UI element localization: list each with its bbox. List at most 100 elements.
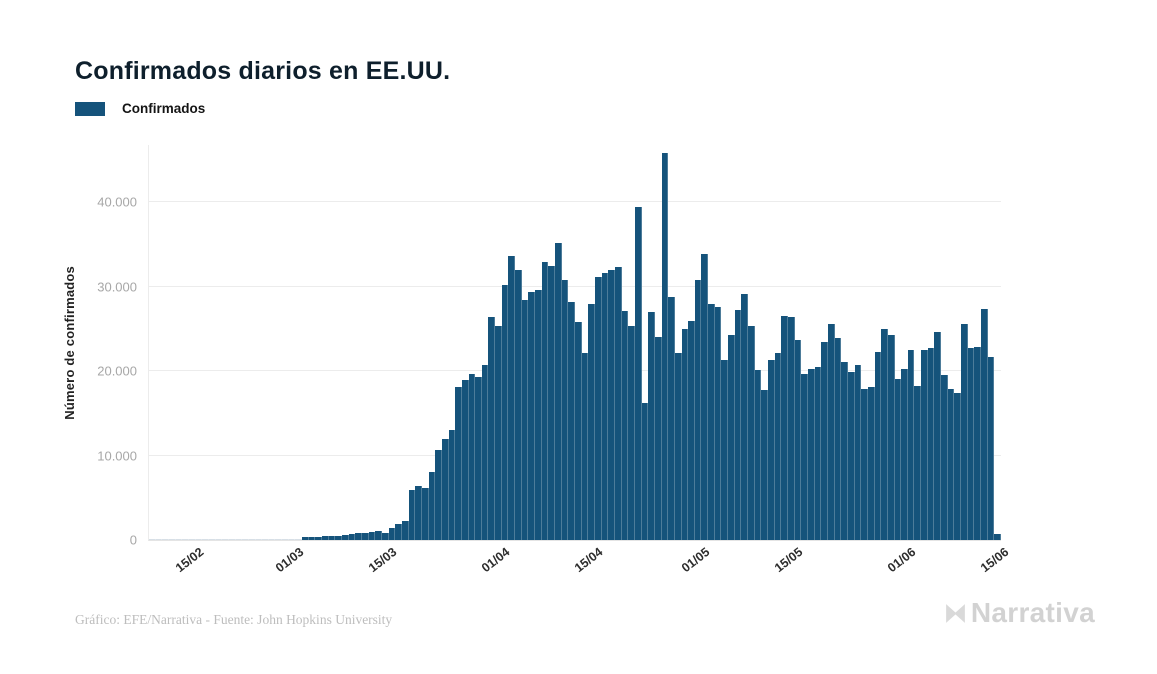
bar[interactable] [222, 539, 229, 540]
bar[interactable] [801, 373, 808, 540]
bar[interactable] [235, 539, 243, 540]
bar[interactable] [182, 539, 189, 540]
bar[interactable] [721, 360, 729, 540]
bar[interactable] [295, 539, 303, 540]
bar[interactable] [581, 352, 589, 540]
bar[interactable] [708, 303, 715, 540]
bar[interactable] [375, 530, 382, 540]
bar[interactable] [967, 348, 975, 540]
bar[interactable] [947, 388, 955, 540]
bar[interactable] [768, 360, 775, 540]
bar[interactable] [381, 532, 389, 540]
bar[interactable] [228, 539, 236, 540]
bar[interactable] [421, 487, 429, 540]
bar[interactable] [455, 387, 462, 540]
bar[interactable] [175, 539, 183, 540]
bar[interactable] [568, 302, 575, 540]
bar[interactable] [734, 310, 742, 540]
bar[interactable] [162, 539, 169, 540]
bar[interactable] [468, 373, 476, 540]
bar[interactable] [701, 253, 709, 540]
bar[interactable] [368, 531, 376, 540]
bar[interactable] [435, 450, 442, 540]
bar[interactable] [827, 323, 835, 540]
bar[interactable] [674, 353, 682, 540]
bar[interactable] [847, 372, 855, 540]
bar[interactable] [874, 351, 882, 540]
bar[interactable] [501, 285, 509, 540]
bar[interactable] [561, 280, 569, 540]
bar[interactable] [328, 535, 336, 540]
bar[interactable] [388, 528, 396, 540]
bar[interactable] [881, 329, 888, 540]
bar[interactable] [781, 315, 788, 540]
bar[interactable] [215, 539, 223, 540]
bar[interactable] [907, 350, 915, 540]
bar[interactable] [322, 536, 329, 540]
bar[interactable] [854, 365, 862, 540]
bar[interactable] [395, 523, 402, 540]
bar[interactable] [694, 280, 702, 540]
bar[interactable] [528, 291, 536, 540]
bar[interactable] [981, 308, 988, 540]
bar[interactable] [155, 539, 163, 540]
bar[interactable] [774, 353, 782, 540]
bar[interactable] [941, 375, 948, 540]
bar[interactable] [408, 490, 416, 540]
bar[interactable] [634, 207, 642, 540]
bar[interactable] [628, 325, 635, 540]
bar[interactable] [641, 403, 649, 540]
bar[interactable] [841, 361, 848, 540]
bar[interactable] [515, 269, 522, 540]
bar[interactable] [362, 532, 369, 540]
bar[interactable] [728, 334, 735, 540]
bar[interactable] [481, 365, 489, 540]
bar[interactable] [648, 312, 655, 540]
bar[interactable] [961, 323, 968, 540]
bar[interactable] [714, 307, 722, 540]
bar[interactable] [621, 311, 629, 540]
bar[interactable] [275, 539, 283, 540]
bar[interactable] [548, 265, 556, 540]
bar[interactable] [601, 273, 609, 540]
bar[interactable] [794, 339, 802, 540]
bar[interactable] [508, 256, 516, 540]
bar[interactable] [934, 331, 942, 540]
bar[interactable] [541, 262, 549, 540]
bar[interactable] [268, 539, 276, 540]
bar[interactable] [335, 536, 343, 540]
bar[interactable] [188, 539, 196, 540]
bar[interactable] [688, 320, 695, 540]
bar[interactable] [594, 276, 602, 540]
bar[interactable] [887, 334, 895, 540]
bar[interactable] [342, 535, 349, 540]
bar[interactable] [202, 539, 209, 540]
bar[interactable] [668, 296, 675, 540]
bar[interactable] [428, 471, 436, 540]
bar[interactable] [681, 329, 689, 540]
bar[interactable] [741, 293, 749, 540]
bar[interactable] [208, 539, 216, 540]
bar[interactable] [495, 325, 502, 540]
bar[interactable] [954, 393, 962, 540]
bar[interactable] [488, 317, 496, 540]
bar[interactable] [255, 539, 263, 540]
bar[interactable] [901, 368, 908, 540]
bar[interactable] [302, 537, 309, 540]
bar[interactable] [355, 533, 362, 540]
bar[interactable] [914, 385, 922, 540]
bar[interactable] [867, 387, 875, 540]
bar[interactable] [288, 539, 296, 540]
bar[interactable] [521, 300, 529, 540]
bar[interactable] [315, 537, 323, 540]
bar[interactable] [575, 322, 582, 540]
bar[interactable] [807, 368, 815, 540]
bar[interactable] [195, 539, 203, 540]
bar[interactable] [475, 377, 482, 540]
bar[interactable] [401, 520, 409, 540]
bar[interactable] [994, 534, 1001, 540]
bar[interactable] [608, 269, 615, 540]
bar[interactable] [654, 336, 662, 540]
bar[interactable] [761, 389, 769, 540]
bar[interactable] [614, 266, 622, 540]
